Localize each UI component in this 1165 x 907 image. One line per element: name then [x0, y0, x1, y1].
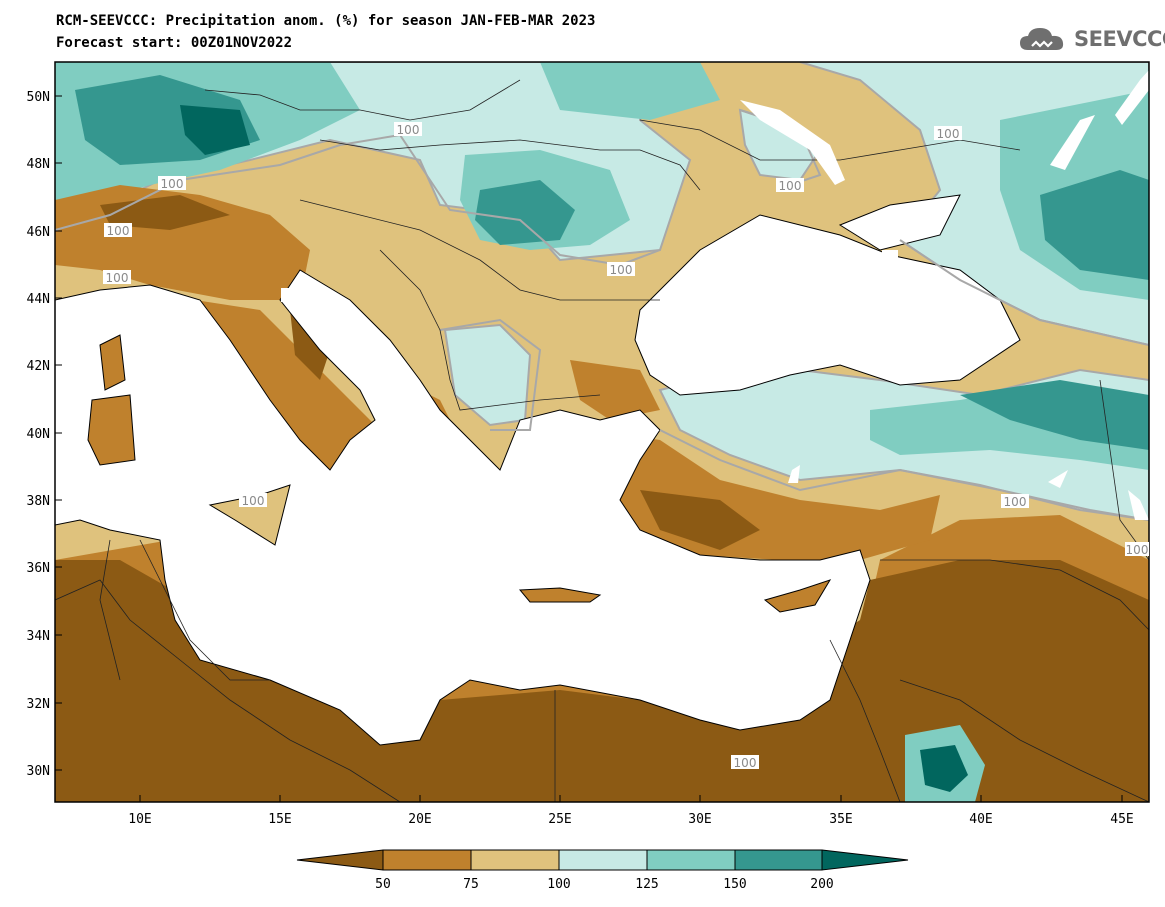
lat-label: 34N [27, 629, 50, 644]
legend-swatch [296, 849, 384, 871]
contour-label: 100 [1004, 495, 1027, 509]
contour-label-group: 100 100 100 100 100 100 100 100 100 100 … [103, 122, 1149, 770]
zone-brown-italy [195, 300, 380, 500]
seevccc-logo: SEEVCCC [1018, 24, 1165, 54]
island-sardinia [87, 394, 136, 466]
zone-dark-teal-hungary [475, 180, 575, 245]
contour-label: 100 [1126, 543, 1149, 557]
contour-label: 100 [734, 756, 757, 770]
lat-label: 44N [27, 292, 50, 307]
legend-label: 75 [463, 877, 479, 892]
zone-dark-brown-africa [55, 560, 1149, 802]
cloud-icon [1020, 28, 1064, 50]
legend-swatch [558, 849, 648, 871]
zone-dark-brown-anatolia [640, 490, 760, 550]
white-spot-iran [1128, 490, 1149, 520]
contour-label: 100 [779, 179, 802, 193]
lat-label: 32N [27, 697, 50, 712]
legend-swatch [382, 849, 472, 871]
island-crete [518, 587, 602, 603]
zone-brown-thrace [570, 360, 660, 420]
sea-of-azov [838, 194, 961, 251]
lon-label: 15E [268, 812, 291, 827]
contour-label: 100 [107, 224, 130, 238]
legend-label: 125 [635, 877, 658, 892]
contour-label: 100 [937, 127, 960, 141]
zone-dark-teal-georgia [960, 380, 1149, 450]
legend-label: 50 [375, 877, 391, 892]
lon-label: 45E [1110, 812, 1133, 827]
contour-label: 100 [610, 263, 633, 277]
lat-label: 30N [27, 764, 50, 779]
zone-deepest-teal [180, 105, 250, 155]
zone-deepest-teal-arabia [920, 745, 968, 792]
color-legend: 50 75 100 125 150 200 [296, 849, 909, 892]
logo-text: SEEVCCC [1074, 27, 1165, 51]
white-spot-russia-east [1115, 70, 1149, 125]
contour-lines [55, 109, 1149, 521]
latitude-axis: 50N 48N 46N 44N 42N 40N 38N 36N 34N 32N … [27, 90, 62, 779]
legend-swatch [734, 849, 823, 871]
legend-label: 200 [810, 877, 833, 892]
island-cyprus [763, 579, 832, 613]
mediterranean-sea [55, 269, 871, 746]
lat-label: 48N [27, 157, 50, 172]
forecast-start: Forecast start: 00Z01NOV2022 [56, 35, 293, 51]
white-spot-ukraine [740, 100, 845, 185]
lat-label: 42N [27, 359, 50, 374]
lon-label: 10E [128, 812, 151, 827]
lon-label: 30E [688, 812, 711, 827]
lat-label: 38N [27, 494, 50, 509]
legend-swatch [470, 849, 560, 871]
contour-label: 100 [242, 494, 265, 508]
anomaly-field [55, 62, 1149, 802]
lon-label: 25E [548, 812, 571, 827]
contour-label: 100 [106, 271, 129, 285]
lon-label: 40E [969, 812, 992, 827]
legend-swatch [646, 849, 736, 871]
lat-label: 46N [27, 225, 50, 240]
island-corsica [99, 334, 126, 391]
contour-label: 100 [161, 177, 184, 191]
white-spot-anatolia [788, 465, 800, 483]
map-frame [54, 61, 1150, 803]
white-spot-turkey-east [1048, 470, 1068, 488]
longitude-axis: 10E 15E 20E 25E 30E 35E 40E 45E [128, 795, 1134, 827]
lon-label: 35E [829, 812, 852, 827]
legend-label: 150 [723, 877, 746, 892]
zone-teal-poland [540, 62, 720, 120]
lat-label: 50N [27, 90, 50, 105]
legend-label: 100 [547, 877, 570, 892]
black-sea [634, 214, 1021, 396]
white-spot-russia [1050, 115, 1095, 170]
legend-swatch [821, 849, 909, 871]
country-borders [55, 79, 1149, 802]
zone-dark-teal-volga [1040, 170, 1149, 280]
zone-dark-brown-italy [290, 310, 330, 380]
lon-label: 20E [408, 812, 431, 827]
lat-label: 40N [27, 427, 50, 442]
lat-label: 36N [27, 561, 50, 576]
contour-label: 100 [397, 123, 420, 137]
map-title: RCM-SEEVCCC: Precipitation anom. (%) for… [56, 13, 596, 29]
